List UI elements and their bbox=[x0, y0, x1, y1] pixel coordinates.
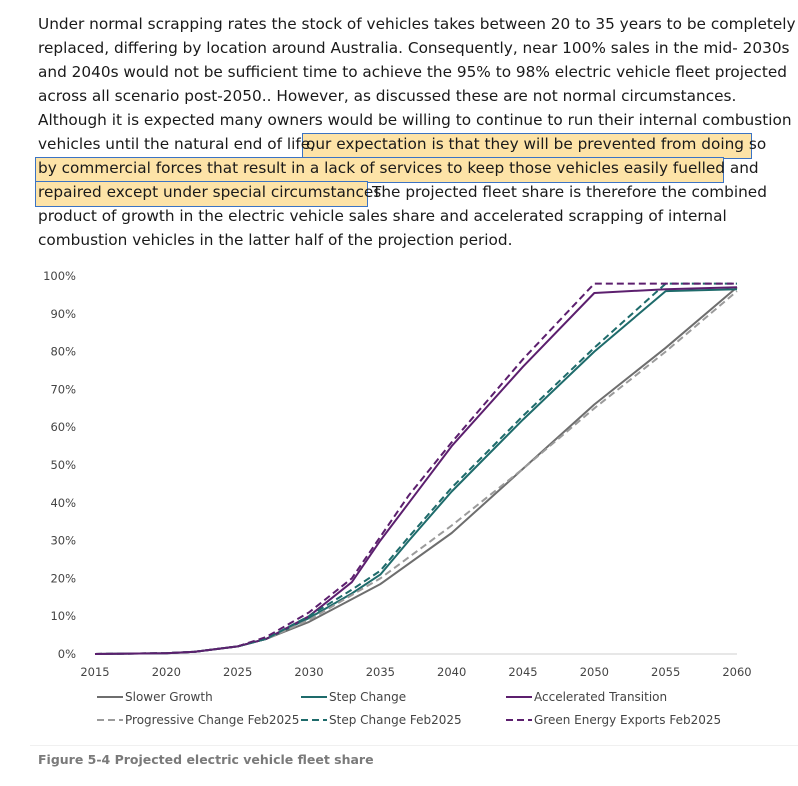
legend-label: Progressive Change Feb2025 bbox=[125, 713, 299, 727]
x-tick-label: 2050 bbox=[580, 665, 609, 679]
y-tick-label: 90% bbox=[50, 307, 76, 321]
y-tick-label: 80% bbox=[50, 345, 76, 359]
figure-caption: Figure 5-4 Projected electric vehicle fl… bbox=[38, 752, 374, 767]
highlighted-text[interactable]: by commercial forces that result in a la… bbox=[38, 159, 759, 177]
x-tick-label: 2035 bbox=[366, 665, 395, 679]
x-tick-label: 2045 bbox=[508, 665, 537, 679]
divider bbox=[30, 745, 798, 746]
y-tick-label: 10% bbox=[50, 609, 76, 623]
x-tick-label: 2060 bbox=[722, 665, 751, 679]
y-tick-label: 40% bbox=[50, 496, 76, 510]
series-line bbox=[94, 290, 738, 655]
x-axis-ticks: 2015 2020 2025 2030 2035 2040 2045 2050 2055 2060 bbox=[80, 665, 751, 679]
paragraph-line: Although it is expected many owners woul… bbox=[38, 111, 792, 129]
legend-label: Step Change bbox=[329, 690, 406, 704]
paragraph-line: and 2040s would not be sufficient time t… bbox=[38, 63, 787, 81]
y-tick-label: 30% bbox=[50, 534, 76, 548]
series-line bbox=[94, 282, 737, 655]
paragraph-line: replaced, differing by location around A… bbox=[38, 39, 790, 57]
fleet-share-chart: 0%10%20%30%40%50%60%70%80%90%100% 2015 20… bbox=[43, 269, 752, 727]
highlight-box bbox=[35, 157, 724, 183]
y-tick-label: 20% bbox=[50, 571, 76, 585]
series-lines bbox=[94, 282, 738, 655]
x-tick-label: 2040 bbox=[437, 665, 466, 679]
highlight-box bbox=[302, 133, 752, 159]
x-tick-label: 2025 bbox=[223, 665, 252, 679]
paragraph-line: The projected fleet share is therefore t… bbox=[372, 183, 767, 201]
paragraph-line: vehicles until the natural end of life, bbox=[38, 135, 316, 153]
x-tick-label: 2015 bbox=[80, 665, 109, 679]
highlighted-text[interactable]: repaired except under special circumstan… bbox=[38, 183, 387, 201]
series-line bbox=[94, 286, 738, 655]
paragraph-line: product of growth in the electric vehicl… bbox=[38, 207, 727, 225]
series-line bbox=[94, 288, 738, 655]
paragraph-line: across all scenario post-2050.. However,… bbox=[38, 87, 737, 105]
series-line bbox=[94, 286, 738, 655]
series-line bbox=[94, 282, 737, 655]
chart-legend: Slower Growth Step Change Accelerated Tran… bbox=[97, 690, 721, 727]
y-tick-label: 60% bbox=[50, 420, 76, 434]
paragraph-line: combustion vehicles in the latter half o… bbox=[38, 231, 513, 249]
y-tick-label: 50% bbox=[50, 458, 76, 472]
highlight-box bbox=[35, 181, 368, 207]
y-tick-label: 0% bbox=[58, 647, 76, 661]
y-axis-ticks: 0% 10% 20% 30% 40% 50% 60% 70% 80% 90% 100% bbox=[43, 269, 76, 661]
x-tick-label: 2055 bbox=[651, 665, 680, 679]
x-tick-label: 2030 bbox=[294, 665, 323, 679]
x-tick-label: 2020 bbox=[152, 665, 181, 679]
highlighted-text[interactable]: our expectation is that they will be pre… bbox=[306, 135, 767, 153]
legend-label: Accelerated Transition bbox=[534, 690, 667, 704]
legend-label: Green Energy Exports Feb2025 bbox=[534, 713, 721, 727]
y-tick-label: 70% bbox=[50, 382, 76, 396]
legend-label: Slower Growth bbox=[125, 690, 213, 704]
y-tick-label: 100% bbox=[43, 269, 76, 283]
legend-label: Step Change Feb2025 bbox=[329, 713, 462, 727]
paragraph-line: Under normal scrapping rates the stock o… bbox=[38, 15, 796, 33]
